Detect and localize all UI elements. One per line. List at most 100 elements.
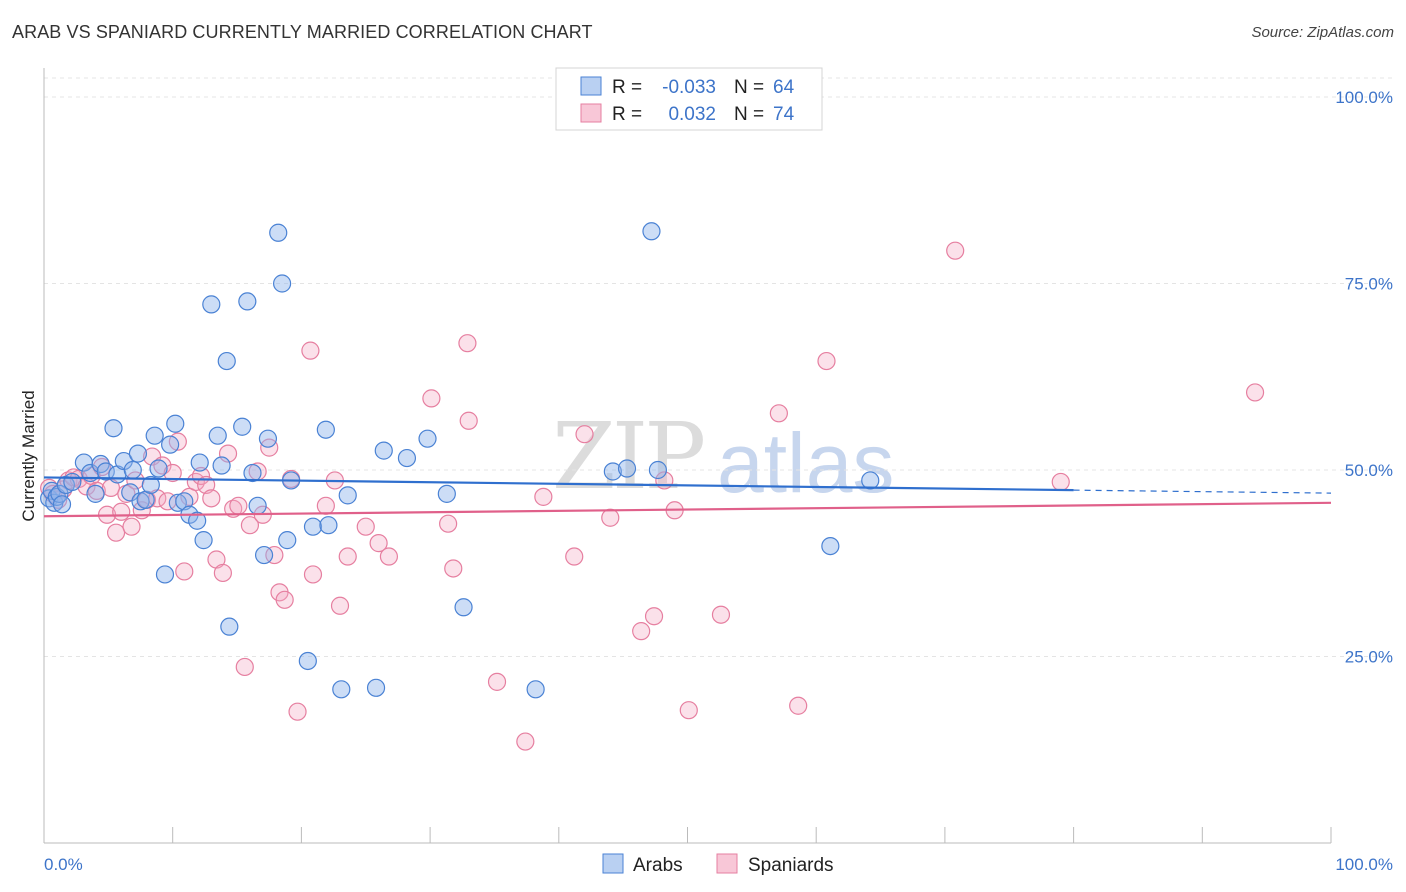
arab-point-18 (128, 444, 148, 463)
watermark-zip: ZIP (552, 403, 703, 510)
arab-point-39 (238, 292, 257, 311)
arab-point-65 (821, 536, 840, 556)
legend-top: R = -0.033 N = 64 R = 0.032 N = 74 (555, 67, 823, 131)
axes (43, 68, 1332, 844)
arab-point-44 (269, 223, 288, 242)
spaniard-point-52 (338, 547, 357, 566)
arab-point-55 (374, 441, 393, 460)
arab-point-21 (141, 475, 160, 495)
bottom-legend-arabs: Arabs (633, 855, 683, 876)
y-axis-label: Currently Married (19, 390, 38, 521)
arab-point-13 (104, 419, 123, 438)
arab-point-52 (332, 680, 351, 699)
bottom-legend-swatch-arabs (602, 853, 624, 874)
arab-point-61 (603, 462, 622, 481)
data-points (40, 222, 1265, 751)
arab-point-34 (208, 426, 227, 445)
arab-point-51 (319, 516, 338, 535)
spaniard-point-9 (87, 481, 106, 500)
y-tick-labels: 25.0% 50.0% 75.0% 100.0% (1335, 88, 1393, 667)
bottom-legend-swatch-spaniards (716, 853, 738, 874)
spaniard-point-68 (644, 607, 664, 626)
spaniard-point-28 (186, 472, 205, 492)
arab-point-63 (642, 222, 661, 241)
arab-point-48 (298, 651, 317, 671)
spaniard-point-77 (1245, 383, 1265, 402)
watermark-atlas: atlas (717, 416, 894, 510)
arab-point-16 (121, 483, 140, 502)
arab-point-23 (149, 459, 168, 478)
arab-point-32 (194, 531, 213, 550)
y-tick-label-100: 100.0% (1335, 88, 1393, 107)
arab-point-10 (86, 484, 105, 503)
spaniard-point-36 (229, 496, 248, 515)
legend-spaniards-n-label: N = (734, 104, 764, 125)
arab-point-38 (233, 417, 252, 436)
arab-point-33 (202, 295, 221, 314)
spaniard-point-14 (112, 502, 131, 521)
legend-arabs-r-value: -0.033 (662, 77, 716, 98)
arab-point-4 (50, 484, 69, 503)
legend-arabs-r-label: R = (612, 77, 642, 98)
arab-point-45 (272, 274, 292, 293)
chart-source: Source: ZipAtlas.com (1251, 24, 1394, 41)
arab-point-54 (366, 678, 386, 697)
legend-arabs-n-value: 64 (773, 77, 795, 98)
gridlines (44, 77, 1393, 657)
spaniard-point-54 (369, 534, 388, 553)
spaniard-point-74 (789, 696, 808, 715)
legend-spaniards-r-value: 0.032 (668, 104, 716, 125)
spaniard-point-60 (459, 411, 478, 430)
spaniard-point-73 (769, 404, 788, 423)
spaniard-point-30 (197, 475, 216, 495)
arab-point-60 (526, 680, 545, 699)
arab-point-36 (217, 351, 236, 371)
spaniards-trend-line (43, 501, 1332, 518)
arab-point-53 (338, 486, 357, 505)
spaniard-point-75 (817, 351, 836, 371)
arab-point-56 (397, 448, 417, 468)
chart-title: ARAB VS SPANIARD CURRENTLY MARRIED CORRE… (12, 22, 593, 42)
arab-point-46 (278, 531, 297, 550)
arab-point-66 (861, 471, 880, 490)
x-tick-label-max: 100.0% (1335, 855, 1393, 874)
arab-point-64 (648, 460, 667, 480)
arab-point-5 (52, 495, 72, 514)
arab-point-58 (437, 484, 456, 503)
arab-point-25 (161, 435, 180, 454)
spaniard-point-16 (122, 517, 141, 536)
spaniard-point-72 (711, 605, 731, 624)
arab-point-50 (316, 420, 335, 439)
arab-point-40 (243, 463, 262, 483)
spaniard-point-51 (330, 596, 350, 615)
spaniard-point-33 (213, 563, 232, 583)
arab-point-27 (168, 493, 187, 512)
arab-point-28 (175, 492, 194, 511)
arab-point-7 (63, 472, 82, 492)
arab-point-43 (258, 429, 278, 448)
y-tick-label-25: 25.0% (1345, 648, 1393, 667)
spaniard-point-26 (175, 562, 194, 581)
spaniard-point-67 (632, 622, 651, 641)
arab-point-35 (212, 456, 231, 475)
spaniard-point-48 (303, 565, 323, 584)
legend-swatch-spaniards (580, 103, 602, 123)
spaniard-point-44 (275, 590, 294, 609)
arab-point-62 (617, 459, 637, 478)
spaniard-point-78 (1051, 472, 1070, 492)
spaniard-point-62 (516, 732, 535, 751)
spaniard-point-65 (575, 425, 594, 444)
spaniard-point-38 (240, 516, 260, 535)
spaniard-point-37 (235, 657, 254, 677)
spaniard-point-64 (565, 547, 584, 566)
arab-point-57 (418, 429, 437, 448)
spaniard-point-76 (946, 241, 965, 260)
spaniard-point-66 (601, 508, 620, 527)
spaniard-point-53 (356, 517, 375, 536)
arab-point-24 (155, 565, 175, 584)
spaniard-point-71 (679, 701, 698, 720)
legend-swatch-arabs (580, 76, 602, 96)
legend-arabs-n-label: N = (734, 77, 764, 98)
arabs-trend-line (43, 476, 1074, 492)
